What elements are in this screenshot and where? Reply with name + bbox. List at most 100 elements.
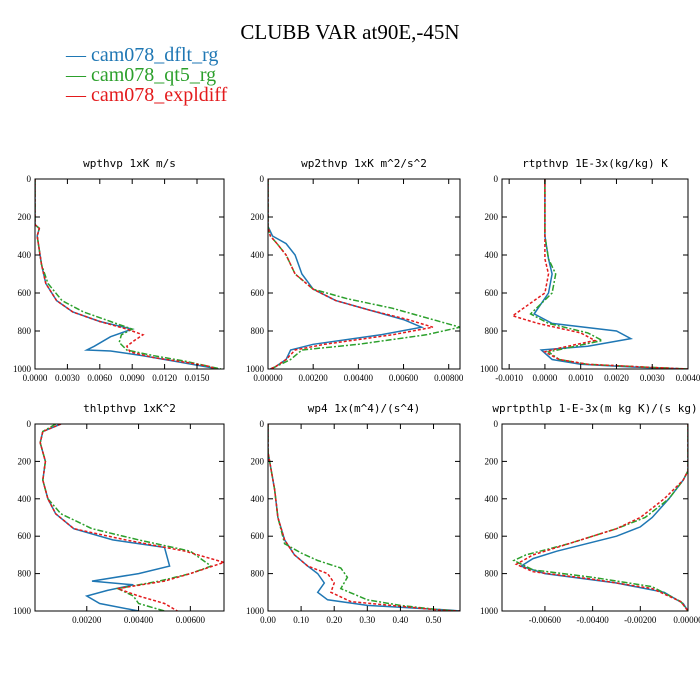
legend-text-expldiff: cam078_expldiff — [91, 84, 228, 106]
y-tick-label: 0 — [27, 174, 32, 184]
legend-marker: — — [66, 84, 91, 106]
series-line-cam078_expldiff — [268, 424, 460, 611]
series-line-cam078_expldiff — [511, 179, 688, 369]
x-tick-label: 0.0020 — [604, 373, 629, 383]
x-tick-label: 0.0040 — [676, 373, 700, 383]
x-tick-label: 0.0010 — [568, 373, 593, 383]
y-tick-label: 400 — [485, 494, 499, 504]
x-tick-label: 0.0120 — [152, 373, 177, 383]
y-tick-label: 400 — [485, 250, 499, 260]
x-tick-label: 0.30 — [359, 615, 375, 625]
x-tick-label: 0.0000 — [533, 373, 558, 383]
series-line-cam078_dflt_rg — [268, 179, 425, 369]
x-tick-label: 0.10 — [293, 615, 309, 625]
x-tick-label: 0.0090 — [120, 373, 145, 383]
x-tick-label: 0.0060 — [87, 373, 112, 383]
y-tick-label: 400 — [18, 250, 32, 260]
plot-frame — [34, 423, 225, 612]
series-line-cam078_dflt_rg — [268, 424, 460, 611]
plot-frame — [267, 178, 461, 370]
plot-title: rtpthvp 1E-3x(kg/kg) K — [522, 157, 668, 170]
x-tick-label: 0.0030 — [640, 373, 665, 383]
plot-title: wprtpthlp 1-E-3x(m kg K)/(s kg) — [492, 402, 697, 415]
x-tick-label: -0.0010 — [495, 373, 523, 383]
y-tick-label: 800 — [485, 326, 499, 336]
y-tick-label: 400 — [251, 250, 265, 260]
y-tick-label: 1000 — [246, 364, 265, 374]
y-tick-label: 0 — [27, 419, 32, 429]
series-line-cam078_qt5_rg — [268, 179, 460, 369]
legend-item-expldiff: — cam078_expldiff — [66, 85, 227, 105]
x-tick-label: 0.00000 — [253, 373, 283, 383]
legend: — cam078_dflt_rg — cam078_qt5_rg — cam07… — [66, 45, 227, 105]
x-tick-label: 0.40 — [393, 615, 409, 625]
series-line-cam078_qt5_rg — [512, 424, 688, 611]
x-tick-label: 0.0150 — [185, 373, 210, 383]
x-tick-label: 0.00800 — [434, 373, 464, 383]
series-line-cam078_expldiff — [39, 424, 224, 611]
series-line-cam078_qt5_rg — [35, 179, 221, 369]
x-tick-label: 0.00600 — [389, 373, 419, 383]
series-line-cam078_qt5_rg — [529, 179, 688, 369]
y-tick-label: 200 — [485, 456, 499, 466]
plot-frame — [34, 178, 225, 370]
y-tick-label: 1000 — [480, 606, 499, 616]
x-tick-label: -0.00400 — [576, 615, 609, 625]
x-tick-label: 0.20 — [326, 615, 342, 625]
plot-frame — [267, 423, 461, 612]
y-tick-label: 0 — [494, 419, 499, 429]
y-tick-label: 0 — [494, 174, 499, 184]
x-tick-label: 0.0000 — [23, 373, 48, 383]
series-line-cam078_expldiff — [268, 179, 434, 369]
plot-panel-6: wprtpthlp 1-E-3x(m kg K)/(s kg) 0 200 400 60… — [480, 402, 700, 625]
legend-item-dflt: — cam078_dflt_rg — [66, 45, 227, 65]
y-tick-label: 1000 — [480, 364, 499, 374]
y-tick-label: 800 — [251, 569, 265, 579]
y-tick-label: 600 — [18, 288, 32, 298]
x-tick-label: 0.00200 — [299, 373, 329, 383]
legend-marker: — — [66, 44, 91, 66]
plot-title: wp4 1x(m^4)/(s^4) — [308, 402, 421, 415]
y-tick-label: 1000 — [13, 364, 32, 374]
plot-frame — [501, 178, 689, 370]
y-tick-label: 600 — [485, 288, 499, 298]
y-tick-label: 600 — [251, 531, 265, 541]
legend-text-dflt: cam078_dflt_rg — [91, 44, 219, 66]
legend-item-qt5: — cam078_qt5_rg — [66, 65, 227, 85]
y-tick-label: 0 — [260, 419, 265, 429]
plot-frame — [501, 423, 689, 612]
y-tick-label: 600 — [251, 288, 265, 298]
series-line-cam078_qt5_rg — [268, 424, 457, 611]
x-tick-label: -0.00600 — [529, 615, 562, 625]
y-tick-label: 800 — [18, 569, 32, 579]
plot-panel-4: thlpthvp 1xK^2 0 200 400 600 800 1000 0.00200 0.… — [13, 402, 225, 625]
y-tick-label: 800 — [18, 326, 32, 336]
y-tick-label: 200 — [251, 456, 265, 466]
x-tick-label: 0.00400 — [344, 373, 374, 383]
legend-text-qt5: cam078_qt5_rg — [91, 64, 217, 86]
y-tick-label: 200 — [485, 212, 499, 222]
series-line-cam078_dflt_rg — [35, 179, 219, 369]
series-line-cam078_dflt_rg — [533, 179, 688, 369]
y-tick-label: 800 — [251, 326, 265, 336]
plot-panel-2: wp2thvp 1xK m^2/s^2020040060080010000.00… — [246, 157, 464, 383]
plot-title: wp2thvp 1xK m^2/s^2 — [301, 157, 427, 170]
y-tick-label: 0 — [260, 174, 265, 184]
plot-panel-3: rtpthvp 1E-3x(kg/kg) K 0 200 400 600 800 1000-… — [480, 157, 700, 383]
y-tick-label: 1000 — [246, 606, 265, 616]
x-tick-label: 0.50 — [426, 615, 442, 625]
x-tick-label: 0.0030 — [55, 373, 80, 383]
x-tick-label: 0.00600 — [176, 615, 206, 625]
y-tick-label: 200 — [18, 456, 32, 466]
x-tick-label: 0.00200 — [72, 615, 102, 625]
series-line-cam078_qt5_rg — [39, 424, 213, 611]
y-tick-label: 1000 — [13, 606, 32, 616]
y-tick-label: 200 — [251, 212, 265, 222]
plot-title: thlpthvp 1xK^2 — [83, 402, 176, 415]
x-tick-label: 0.00000 — [673, 615, 700, 625]
series-line-cam078_expldiff — [35, 179, 217, 369]
x-tick-label: 0.00 — [260, 615, 276, 625]
